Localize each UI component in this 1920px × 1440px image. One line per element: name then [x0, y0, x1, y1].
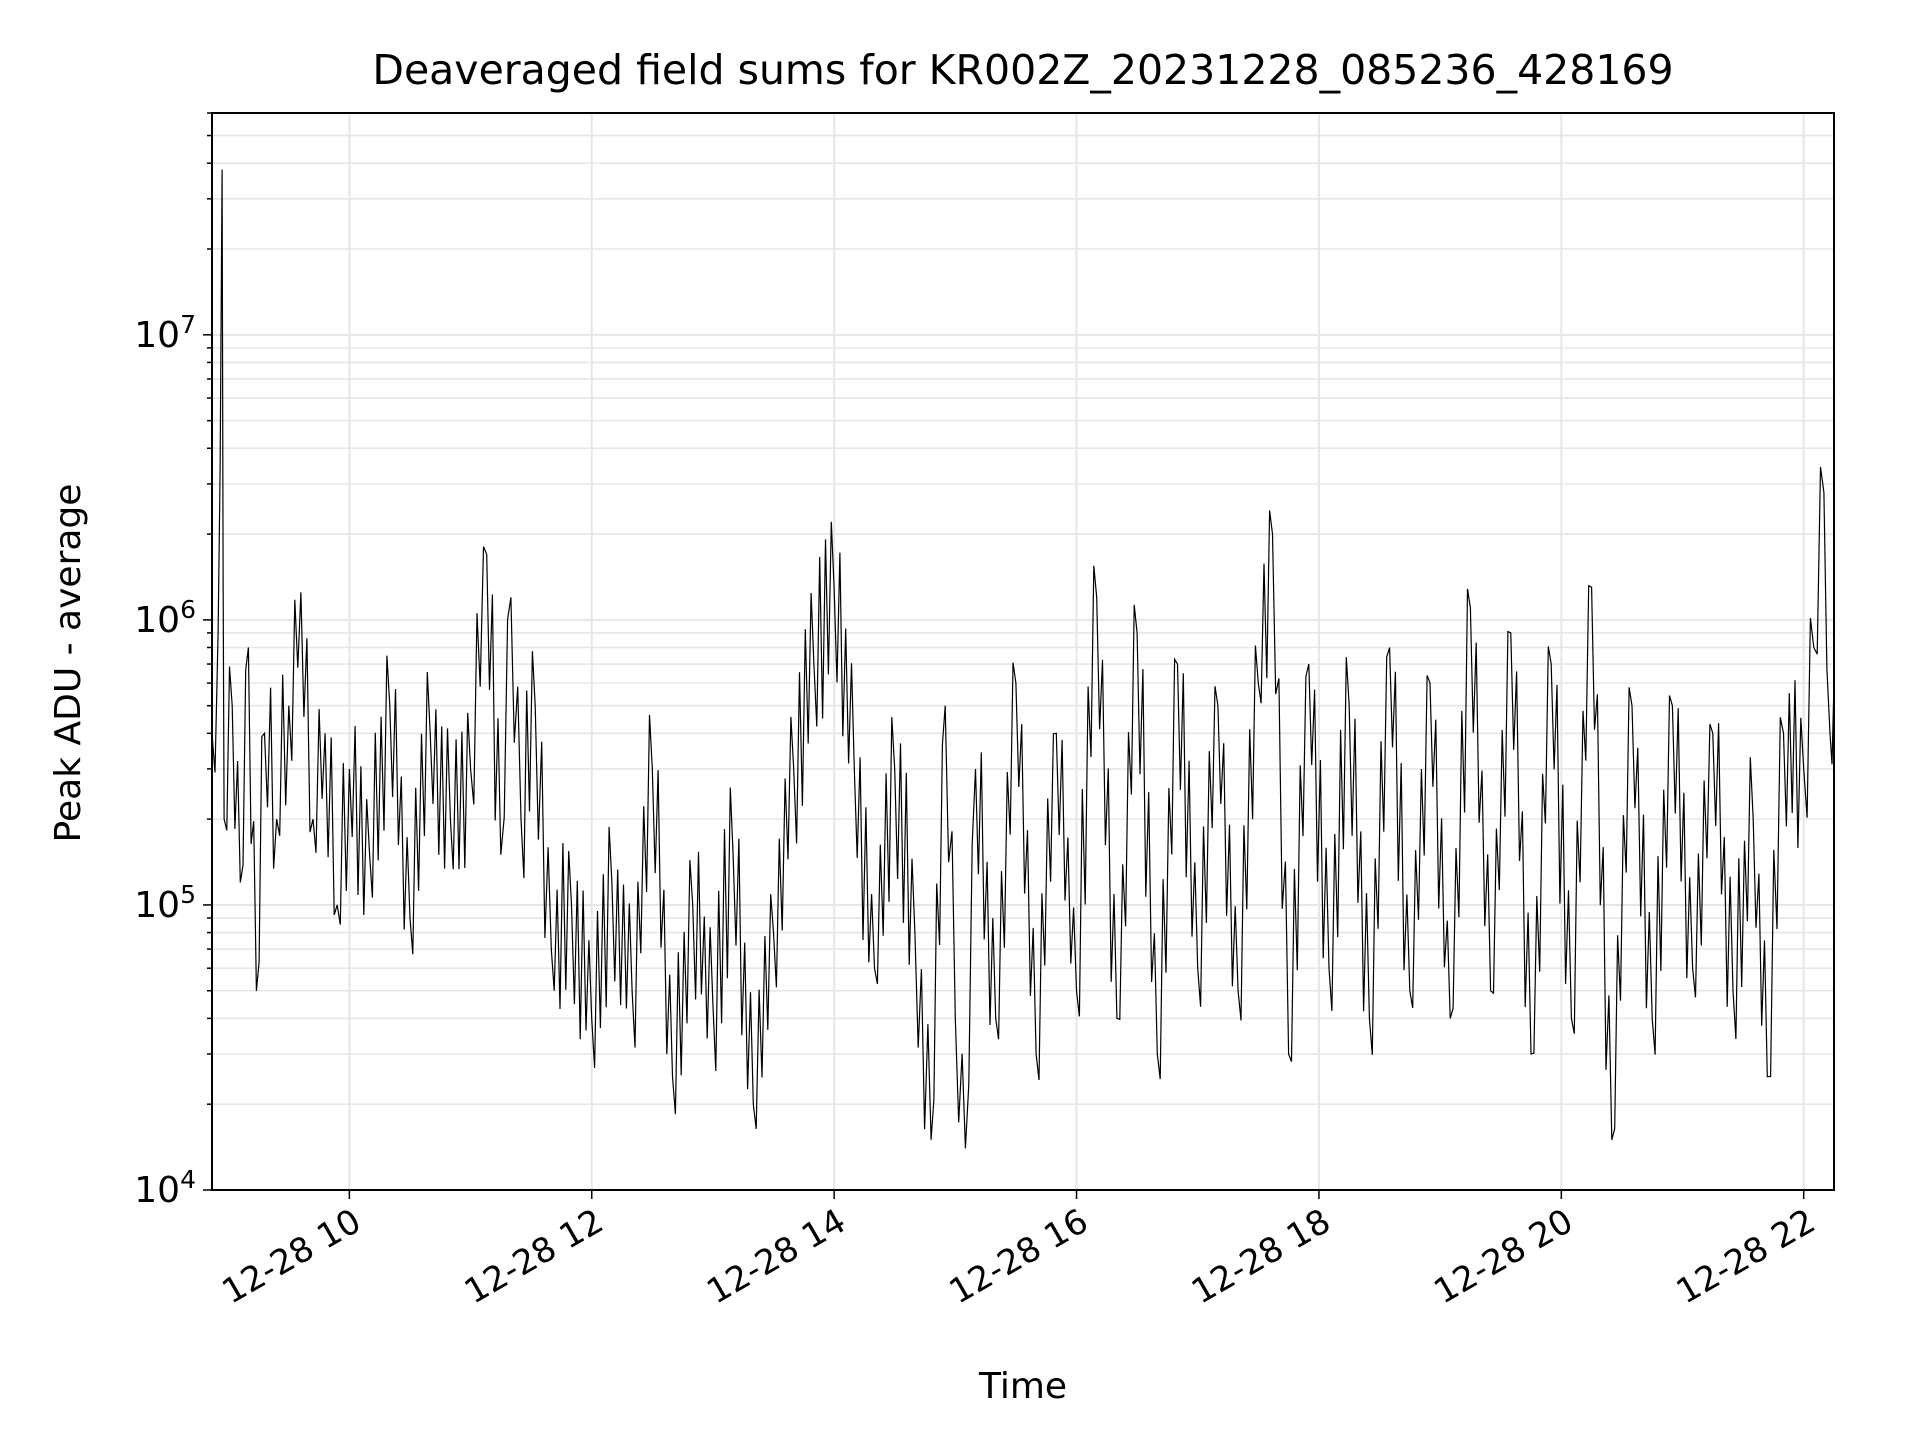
y-tick-label: 106 [134, 595, 196, 641]
y-tick-label: 105 [134, 880, 196, 926]
y-tick-label: 104 [134, 1165, 196, 1211]
y-axis-label: Peak ADU - average [48, 484, 89, 843]
x-axis-label: Time [978, 1366, 1067, 1407]
y-tick-label: 107 [134, 310, 196, 356]
series-line [211, 169, 1835, 1149]
plot-frame [211, 112, 1835, 1191]
chart-title: Deaveraged field sums for KR002Z_2023122… [372, 46, 1673, 94]
series-layer [211, 169, 1835, 1149]
